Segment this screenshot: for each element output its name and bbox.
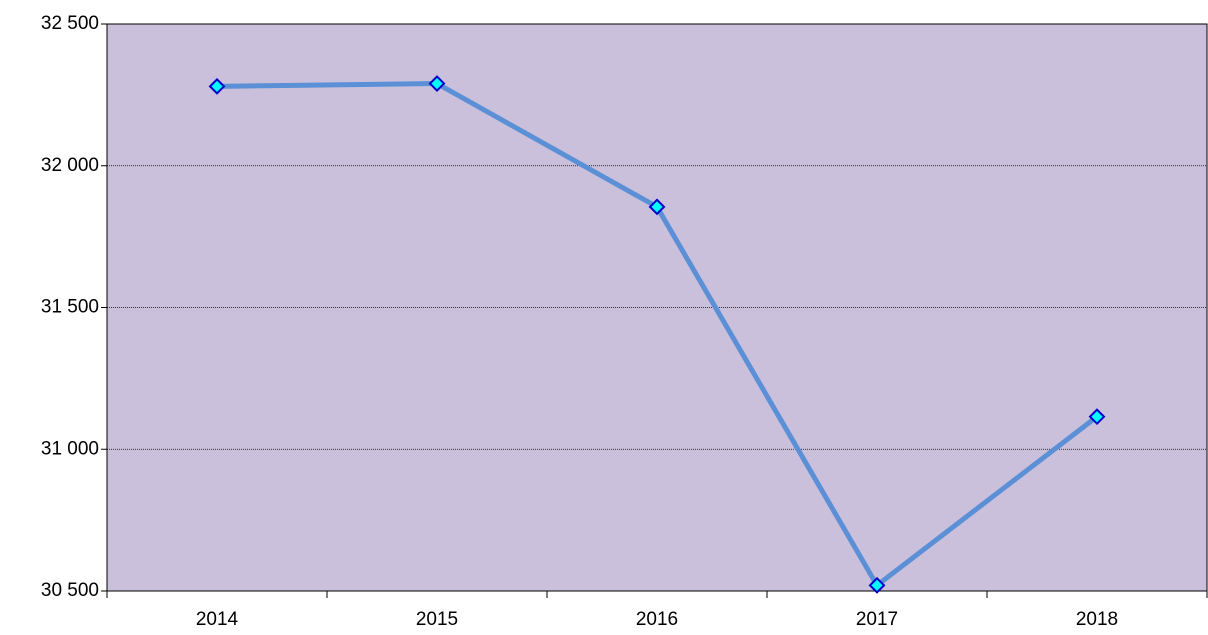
y-tick-label: 31 500 (41, 297, 99, 318)
x-tick-label: 2016 (636, 609, 678, 630)
x-tick-label: 2015 (416, 609, 458, 630)
marker (428, 75, 446, 92)
x-tick-label: 2017 (856, 609, 898, 630)
x-tick-label: 2018 (1076, 609, 1118, 630)
marker (868, 576, 886, 594)
y-tick-label: 32 500 (41, 13, 99, 34)
x-tick-label: 2014 (196, 609, 239, 630)
y-tick-label: 30 500 (41, 580, 99, 601)
marker (648, 198, 666, 216)
y-tick-label: 32 000 (41, 155, 99, 176)
marker (1088, 408, 1106, 426)
y-tick-label: 31 000 (41, 438, 99, 459)
marker (208, 77, 226, 95)
